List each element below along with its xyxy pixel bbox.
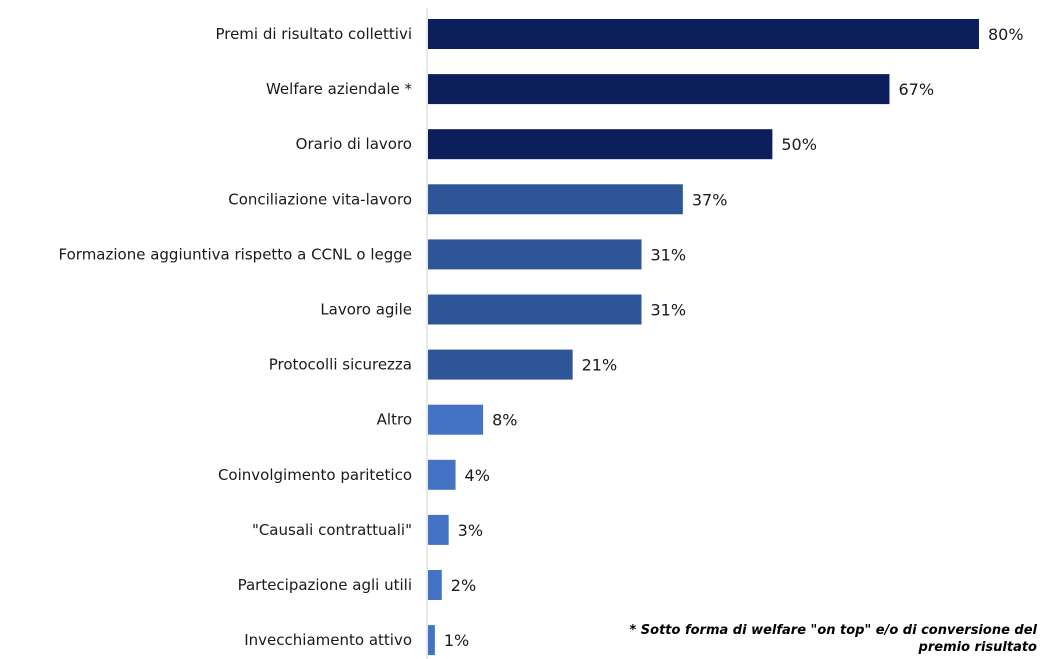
value-label-4: 37% [692,190,728,209]
bar-6 [428,294,642,325]
category-label-9: Coinvolgimento paritetico [218,466,412,484]
bar-4 [428,184,683,215]
bar-1 [428,19,979,49]
footnote-line-2: premio risultato [918,640,1037,655]
category-label-8: Altro [377,411,412,429]
value-label-1: 80% [988,25,1024,44]
bar-12 [428,625,435,656]
category-label-4: Conciliazione vita-lavoro [228,190,412,208]
category-label-7: Protocolli sicurezza [269,356,412,374]
value-label-12: 1% [444,631,469,650]
bar-2 [428,74,890,105]
bar-5 [428,239,642,270]
category-labels-group: Premi di risultato collettivi Welfare azi… [59,25,413,649]
bar-9 [428,459,456,490]
category-label-10: "Causali contrattuali" [252,521,412,539]
footnote-line-1: * Sotto forma di welfare "on top" e/o di… [629,623,1037,638]
bar-11 [428,570,442,600]
value-label-11: 2% [451,576,476,595]
value-label-6: 31% [651,301,687,320]
value-label-2: 67% [898,80,934,99]
category-label-2: Welfare aziendale * [266,80,413,98]
category-label-1: Premi di risultato collettivi [215,25,412,43]
value-label-10: 3% [458,521,483,540]
bar-8 [428,404,484,435]
value-label-7: 21% [582,356,618,375]
value-label-5: 31% [651,245,687,264]
category-label-11: Partecipazione agli utili [238,576,412,594]
bar-7 [428,349,573,380]
category-label-12: Invecchiamento attivo [244,631,412,649]
bar-3 [428,129,773,160]
value-label-8: 8% [492,411,517,430]
value-labels-group: 80% 67% 50% 37% 31% 31% 21% 8% 4% 3% 2% 1% [444,25,1024,650]
value-label-3: 50% [781,135,817,154]
category-label-5: Formazione aggiuntiva rispetto a CCNL o … [59,245,412,263]
bar-10 [428,514,449,545]
category-label-3: Orario di lavoro [296,135,412,153]
bars-group [428,19,979,656]
value-label-9: 4% [465,466,490,485]
category-label-6: Lavoro agile [320,301,412,319]
footnote: * Sotto forma di welfare "on top" e/o di… [577,622,1037,656]
